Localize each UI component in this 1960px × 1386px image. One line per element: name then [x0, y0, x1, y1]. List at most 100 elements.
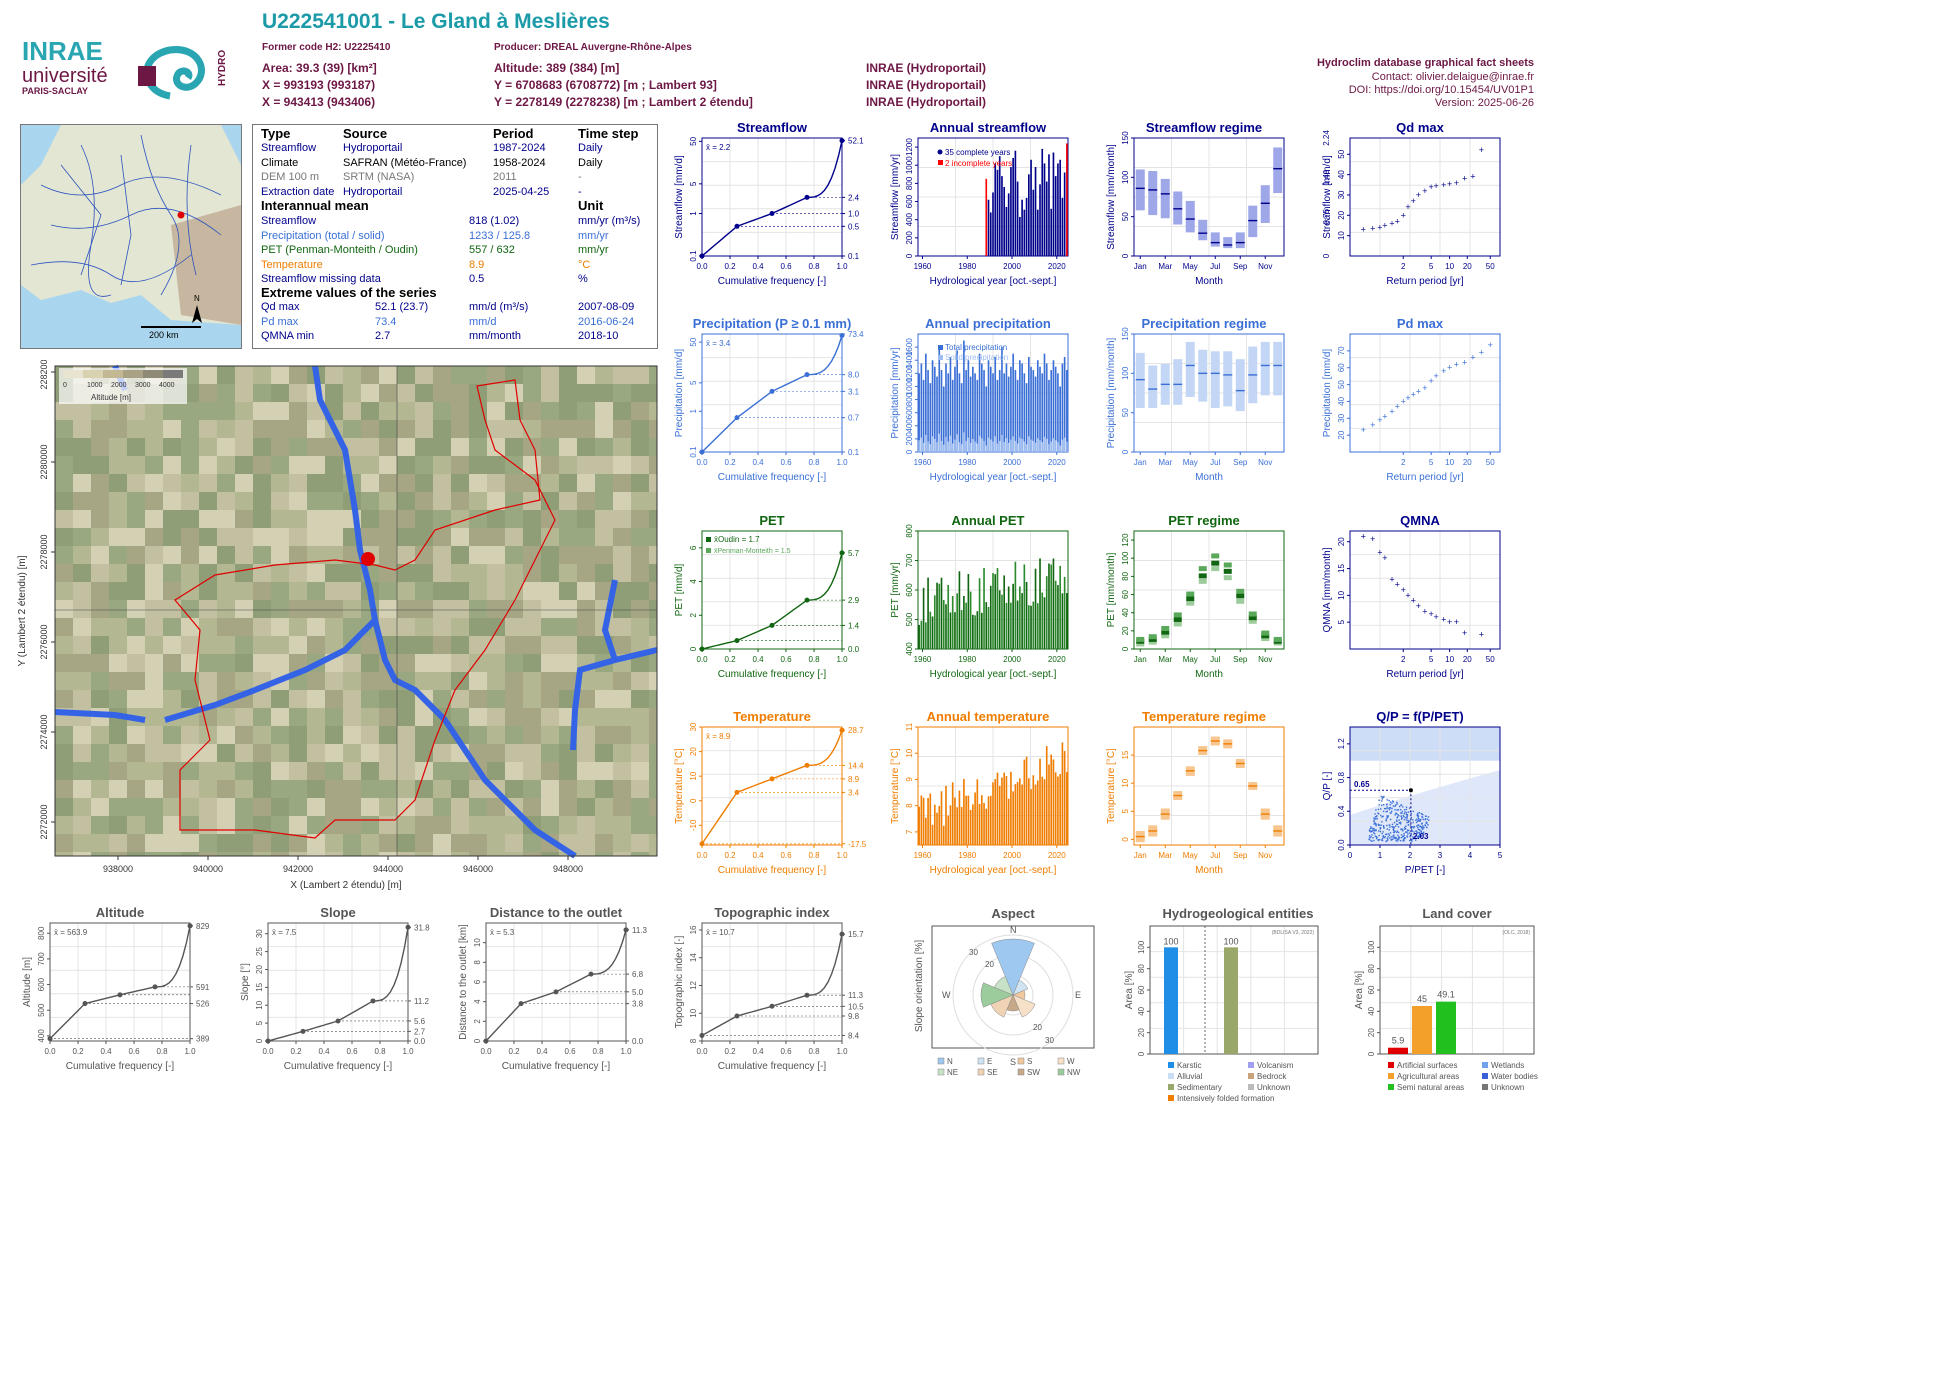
qp-point: [1382, 815, 1384, 817]
terrain-cell: [487, 420, 505, 438]
streamflow-regime-chart-box: [1160, 178, 1170, 219]
annual-pet-chart-bar: [1003, 575, 1006, 649]
distance-chart-ytick-label: 2: [473, 1019, 482, 1024]
terrain-cell: [289, 438, 307, 456]
table-row-source: SAFRAN (Météo-France): [343, 156, 467, 169]
qp-point: [1400, 804, 1403, 806]
streamflow-regime-chart-box: [1173, 191, 1183, 225]
landcover-source-note: (OLC, 2018): [1502, 930, 1530, 936]
annual-temperature-chart-bar: [927, 797, 929, 845]
annual-precipitation-chart-bar: [1041, 373, 1044, 452]
aspect-compass-label: E: [1075, 990, 1081, 1000]
annual-streamflow-chart-bar: [1010, 167, 1012, 256]
table-row-step: -: [578, 185, 582, 198]
streamflow-regime-chart-ytick-label: 100: [1121, 170, 1130, 184]
annual-precipitation-chart-bar: [1016, 379, 1019, 452]
solid-precip-bar: [963, 432, 965, 452]
annual-temperature-chart-bar: [925, 817, 927, 845]
slope-chart-xtick-label: 0.4: [318, 1047, 330, 1056]
precipitation-chart-ylabel: Precipitation [mm/d]: [674, 349, 685, 438]
streamflow-regime-chart-box: [1148, 171, 1158, 216]
qd-max-chart-xtick-label: 10: [1445, 262, 1454, 271]
terrain-cell: [523, 366, 541, 384]
streamflow-chart-ylabel: Streamflow [mm/d]: [674, 155, 685, 239]
pet-regime-box: [1236, 593, 1245, 599]
annual-precipitation-chart-title: Annual precipitation: [925, 316, 1051, 331]
annual-precipitation-chart-ytick-label: 1600: [905, 338, 914, 356]
slope-chart-xtick-label: 0.6: [346, 1047, 358, 1056]
annual-temperature-chart-ytick-label: 9: [905, 777, 914, 782]
solid-precip-bar: [942, 444, 945, 452]
aspect-legend-label: NW: [1067, 1068, 1081, 1077]
terrain-cell: [559, 402, 577, 420]
pd-max-chart-ytick-label: 50: [1337, 380, 1346, 389]
aspect-legend-label: SW: [1027, 1068, 1040, 1077]
hydrogeo-source-note: (BDLISA V3, 2022): [1272, 930, 1315, 936]
pet-regime-box: [1173, 616, 1182, 622]
annual-precipitation-chart-bar: [1066, 370, 1068, 452]
qd-max-chart-ytick-label: 40: [1337, 170, 1346, 179]
terrain-cell: [235, 366, 253, 384]
annual-precipitation-chart-bar: [947, 373, 950, 452]
precipitation-regime-chart-xtick-label: May: [1183, 458, 1198, 467]
slope-chart-xtick-label: 0.8: [374, 1047, 386, 1056]
annual-temperature-chart-bar: [1039, 758, 1041, 845]
solid-precip-bar: [1030, 439, 1032, 452]
qmna-chart-point: +: [1441, 615, 1446, 625]
qp-point: [1373, 839, 1375, 842]
annual-precipitation-chart-xtick-label: 1980: [958, 458, 976, 467]
terrain-cell: [163, 456, 181, 474]
annual-precipitation-chart-bar: [942, 386, 945, 452]
qp-point: [1386, 806, 1388, 808]
table-row-step: Daily: [578, 142, 603, 154]
qp-point: [1373, 817, 1375, 819]
temperature-regime-chart-ytick-label: 15: [1121, 750, 1130, 759]
qp-point: [1392, 838, 1394, 840]
solid-precip-bar: [925, 434, 927, 452]
terrain-cell: [91, 420, 109, 438]
extreme-date: 2007-08-09: [578, 301, 635, 313]
aspect-legend-swatch: [937, 1068, 945, 1076]
terrain-cell: [559, 456, 577, 474]
annual-pet-chart-bar: [965, 602, 967, 649]
qp-point: [1394, 814, 1396, 816]
qp-point: [1399, 823, 1402, 825]
annual-temperature-chart-bar: [960, 806, 963, 845]
precipitation-regime-chart-xtick-label: Nov: [1258, 458, 1272, 467]
inrae-logo: INRAE université PARIS-SACLAY HYDRO: [20, 36, 235, 106]
qp-point: [1376, 818, 1378, 820]
terrain-cell: [361, 420, 379, 438]
terrain-cell: [199, 402, 217, 420]
annual-pet-chart-bar: [949, 612, 952, 649]
qp-point: [1386, 837, 1388, 840]
qp-point: [1383, 826, 1385, 828]
info-table: Type Source Period Time step Streamflow Hydro…: [252, 124, 658, 349]
slope-chart-mean-label: x̄ = 7.5: [272, 928, 297, 937]
aspect-compass-label: W: [942, 990, 951, 1000]
landcover-bar: [1412, 1006, 1432, 1054]
terrain-cell: [595, 402, 613, 420]
annual-temperature-chart-bar: [994, 779, 997, 845]
annual-streamflow-chart-bar: [1059, 159, 1061, 256]
solid-precip-bar: [1019, 437, 1021, 452]
pet-regime-box: [1211, 566, 1220, 572]
qp-point: [1385, 818, 1387, 820]
qp-point: [1388, 834, 1391, 836]
annual-pet-chart-xtick-label: 1960: [914, 655, 932, 664]
annual-streamflow-chart-ytick-label: 1000: [905, 156, 914, 174]
qmna-chart-xtick-label: 50: [1486, 655, 1495, 664]
annual-temperature-chart-bar: [1012, 791, 1014, 845]
qp-point: [1374, 813, 1376, 815]
mean-value: 8.9: [469, 258, 485, 271]
terrain-cell: [361, 474, 379, 492]
pd-max-chart-point: +: [1488, 340, 1493, 350]
terrain-cell: [217, 402, 235, 420]
qd-max-chart-point: +: [1454, 178, 1459, 188]
qp-point: [1393, 829, 1395, 832]
streamflow-chart-ytick-label: 0.1: [689, 250, 698, 262]
qp-point: [1415, 821, 1418, 824]
terrain-cell: [487, 456, 505, 474]
slope-chart-title: Slope: [320, 905, 355, 920]
temperature-regime-chart-xtick-label: Mar: [1158, 851, 1172, 860]
